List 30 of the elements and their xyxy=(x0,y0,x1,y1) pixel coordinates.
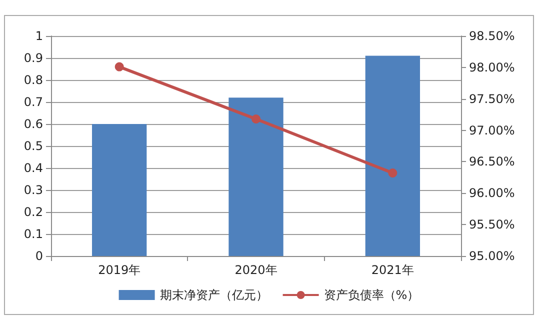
y-tick-label: 0.9 xyxy=(24,51,43,65)
point xyxy=(388,168,398,178)
y2-tick-label: 96.50% xyxy=(469,154,515,169)
y2-tick-label: 98.00% xyxy=(469,60,515,74)
y-tick-label: 0.4 xyxy=(24,161,43,175)
y-tick-label: 0 xyxy=(35,249,43,263)
y-tick-label: 0.2 xyxy=(24,205,43,219)
y2-tick-label: 97.00% xyxy=(469,123,515,138)
y2-tick-label: 95.50% xyxy=(469,218,515,232)
bar xyxy=(92,124,147,256)
y2-tick-label: 95.00% xyxy=(469,249,515,263)
x-tick-label: 2019年 xyxy=(98,263,141,277)
y-tick-label: 0.1 xyxy=(24,227,43,241)
legend-label: 期末净资产（亿元） xyxy=(160,288,268,302)
y-tick-label: 0.8 xyxy=(24,73,43,87)
legend-label: 资产负债率（%） xyxy=(324,288,420,302)
y-tick-label: 1 xyxy=(35,29,43,43)
point xyxy=(114,62,124,72)
y-tick-label: 0.6 xyxy=(24,117,43,131)
x-tick-label: 2020年 xyxy=(234,263,278,277)
point xyxy=(252,114,260,124)
y2-tick-label: 97.50% xyxy=(469,92,515,106)
bar xyxy=(228,98,284,256)
x-tick-label: 2021年 xyxy=(371,263,414,277)
bar xyxy=(365,56,420,256)
y-tick-label: 0.5 xyxy=(24,139,43,153)
y-tick-label: 0.7 xyxy=(24,95,43,109)
y2-tick-label: 96.00% xyxy=(469,186,515,200)
y-tick-label: 0.3 xyxy=(24,183,43,197)
y2-tick-label: 98.50% xyxy=(469,29,515,43)
